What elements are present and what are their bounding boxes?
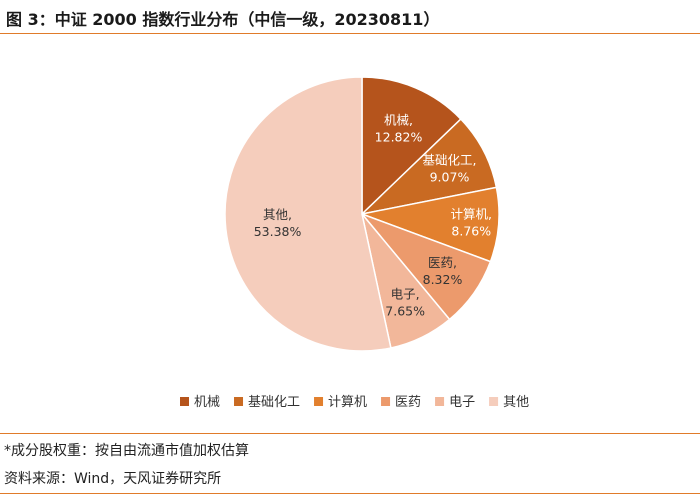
slice-label-value-3: 8.76% [451, 224, 491, 239]
legend-swatch-2 [234, 397, 244, 406]
legend-label-6: 其他 [503, 395, 529, 410]
footer-divider [0, 433, 700, 434]
pie-slices [224, 76, 500, 352]
slice-label-name-4: 医药, [428, 255, 457, 270]
slice-label-name-6: 其他, [263, 207, 292, 222]
legend-label-3: 计算机 [328, 395, 367, 410]
slice-labels: 机械, 12.82% 基础化工, 9.07% 计算机, 8.76% 医药, 8.32%电子, 7… [254, 112, 492, 318]
weighting-note: *成分股权重：按自由流通市值加权估算 [4, 443, 249, 459]
slice-label-name-1: 机械, [384, 112, 413, 127]
legend-swatch-1 [180, 397, 189, 406]
legend-swatch-4 [381, 397, 391, 406]
slice-label-value-6: 53.38% [254, 224, 302, 239]
legend-label-5: 电子 [449, 395, 475, 410]
legend: 机械 基础化工 计算机 医药 电子 其他 [180, 395, 529, 410]
bottom-divider [0, 493, 700, 494]
pie-slice-1 [361, 76, 462, 216]
slice-label-name-2: 基础化工, [422, 152, 476, 167]
slice-label-value-1: 12.82% [375, 129, 423, 144]
legend-label-1: 机械 [194, 395, 220, 410]
pie-slice-2 [359, 118, 498, 216]
source-note: 资料来源：Wind，天风证券研究所 [4, 471, 222, 487]
slice-label-value-2: 9.07% [430, 169, 470, 184]
legend-swatch-5 [435, 397, 445, 406]
figure-title: 图 3：中证 2000 指数行业分布（中信一级，20230811） [6, 10, 440, 29]
slice-label-name-3: 计算机, [451, 207, 492, 222]
legend-swatch-3 [314, 397, 324, 406]
pie-slice-6 [224, 76, 392, 352]
title-divider [0, 33, 700, 34]
slice-label-value-5: 7.65% [385, 304, 425, 319]
legend-label-4: 医药 [395, 395, 421, 410]
slice-label-value-4: 8.32% [423, 272, 463, 287]
legend-label-2: 基础化工 [248, 395, 300, 410]
legend-swatch-6 [489, 397, 499, 406]
pie-chart: 机械, 12.82% 基础化工, 9.07% 计算机, 8.76% 医药, 8.32%电子, 7… [180, 76, 529, 410]
slice-label-name-5: 电子, [391, 287, 420, 302]
